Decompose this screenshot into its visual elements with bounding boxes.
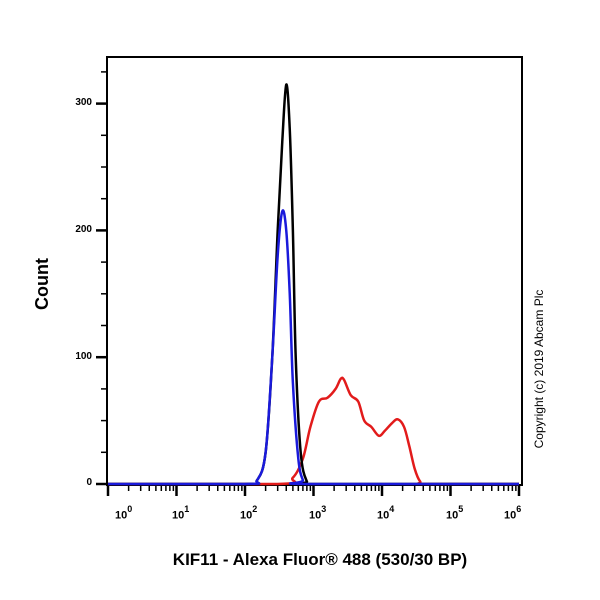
x-tick-label-1e1: 101: [172, 504, 190, 522]
y-tick-label-300: 300: [75, 97, 92, 108]
y-axis-label: Count: [32, 258, 52, 310]
histogram-curve-red: [107, 376, 519, 486]
y-tick-label-100: 100: [75, 351, 92, 362]
y-tick-label-200: 200: [75, 224, 92, 235]
histogram-curves: [107, 83, 519, 486]
x-tick-label-1e5: 105: [446, 504, 464, 522]
histogram-curve-black: [107, 83, 519, 486]
plot-frame: [106, 56, 523, 486]
x-axis-ticks: [106, 485, 521, 496]
y-tick-label-0: 0: [86, 477, 92, 488]
x-axis-label: KIF11 - Alexa Fluor® 488 (530/30 BP): [172, 550, 468, 569]
x-tick-label-1e4: 104: [377, 504, 395, 522]
x-tick-label-1e0: 100: [115, 504, 133, 522]
copyright-notice: Copyright (c) 2019 Abcam Plc: [532, 289, 546, 449]
histogram-curve-blue: [107, 209, 519, 486]
x-tick-label-1e3: 103: [309, 504, 327, 522]
x-tick-label-1e6: 106: [504, 504, 522, 522]
y-axis-ticks: [96, 71, 107, 486]
x-tick-label-1e2: 102: [240, 504, 258, 522]
